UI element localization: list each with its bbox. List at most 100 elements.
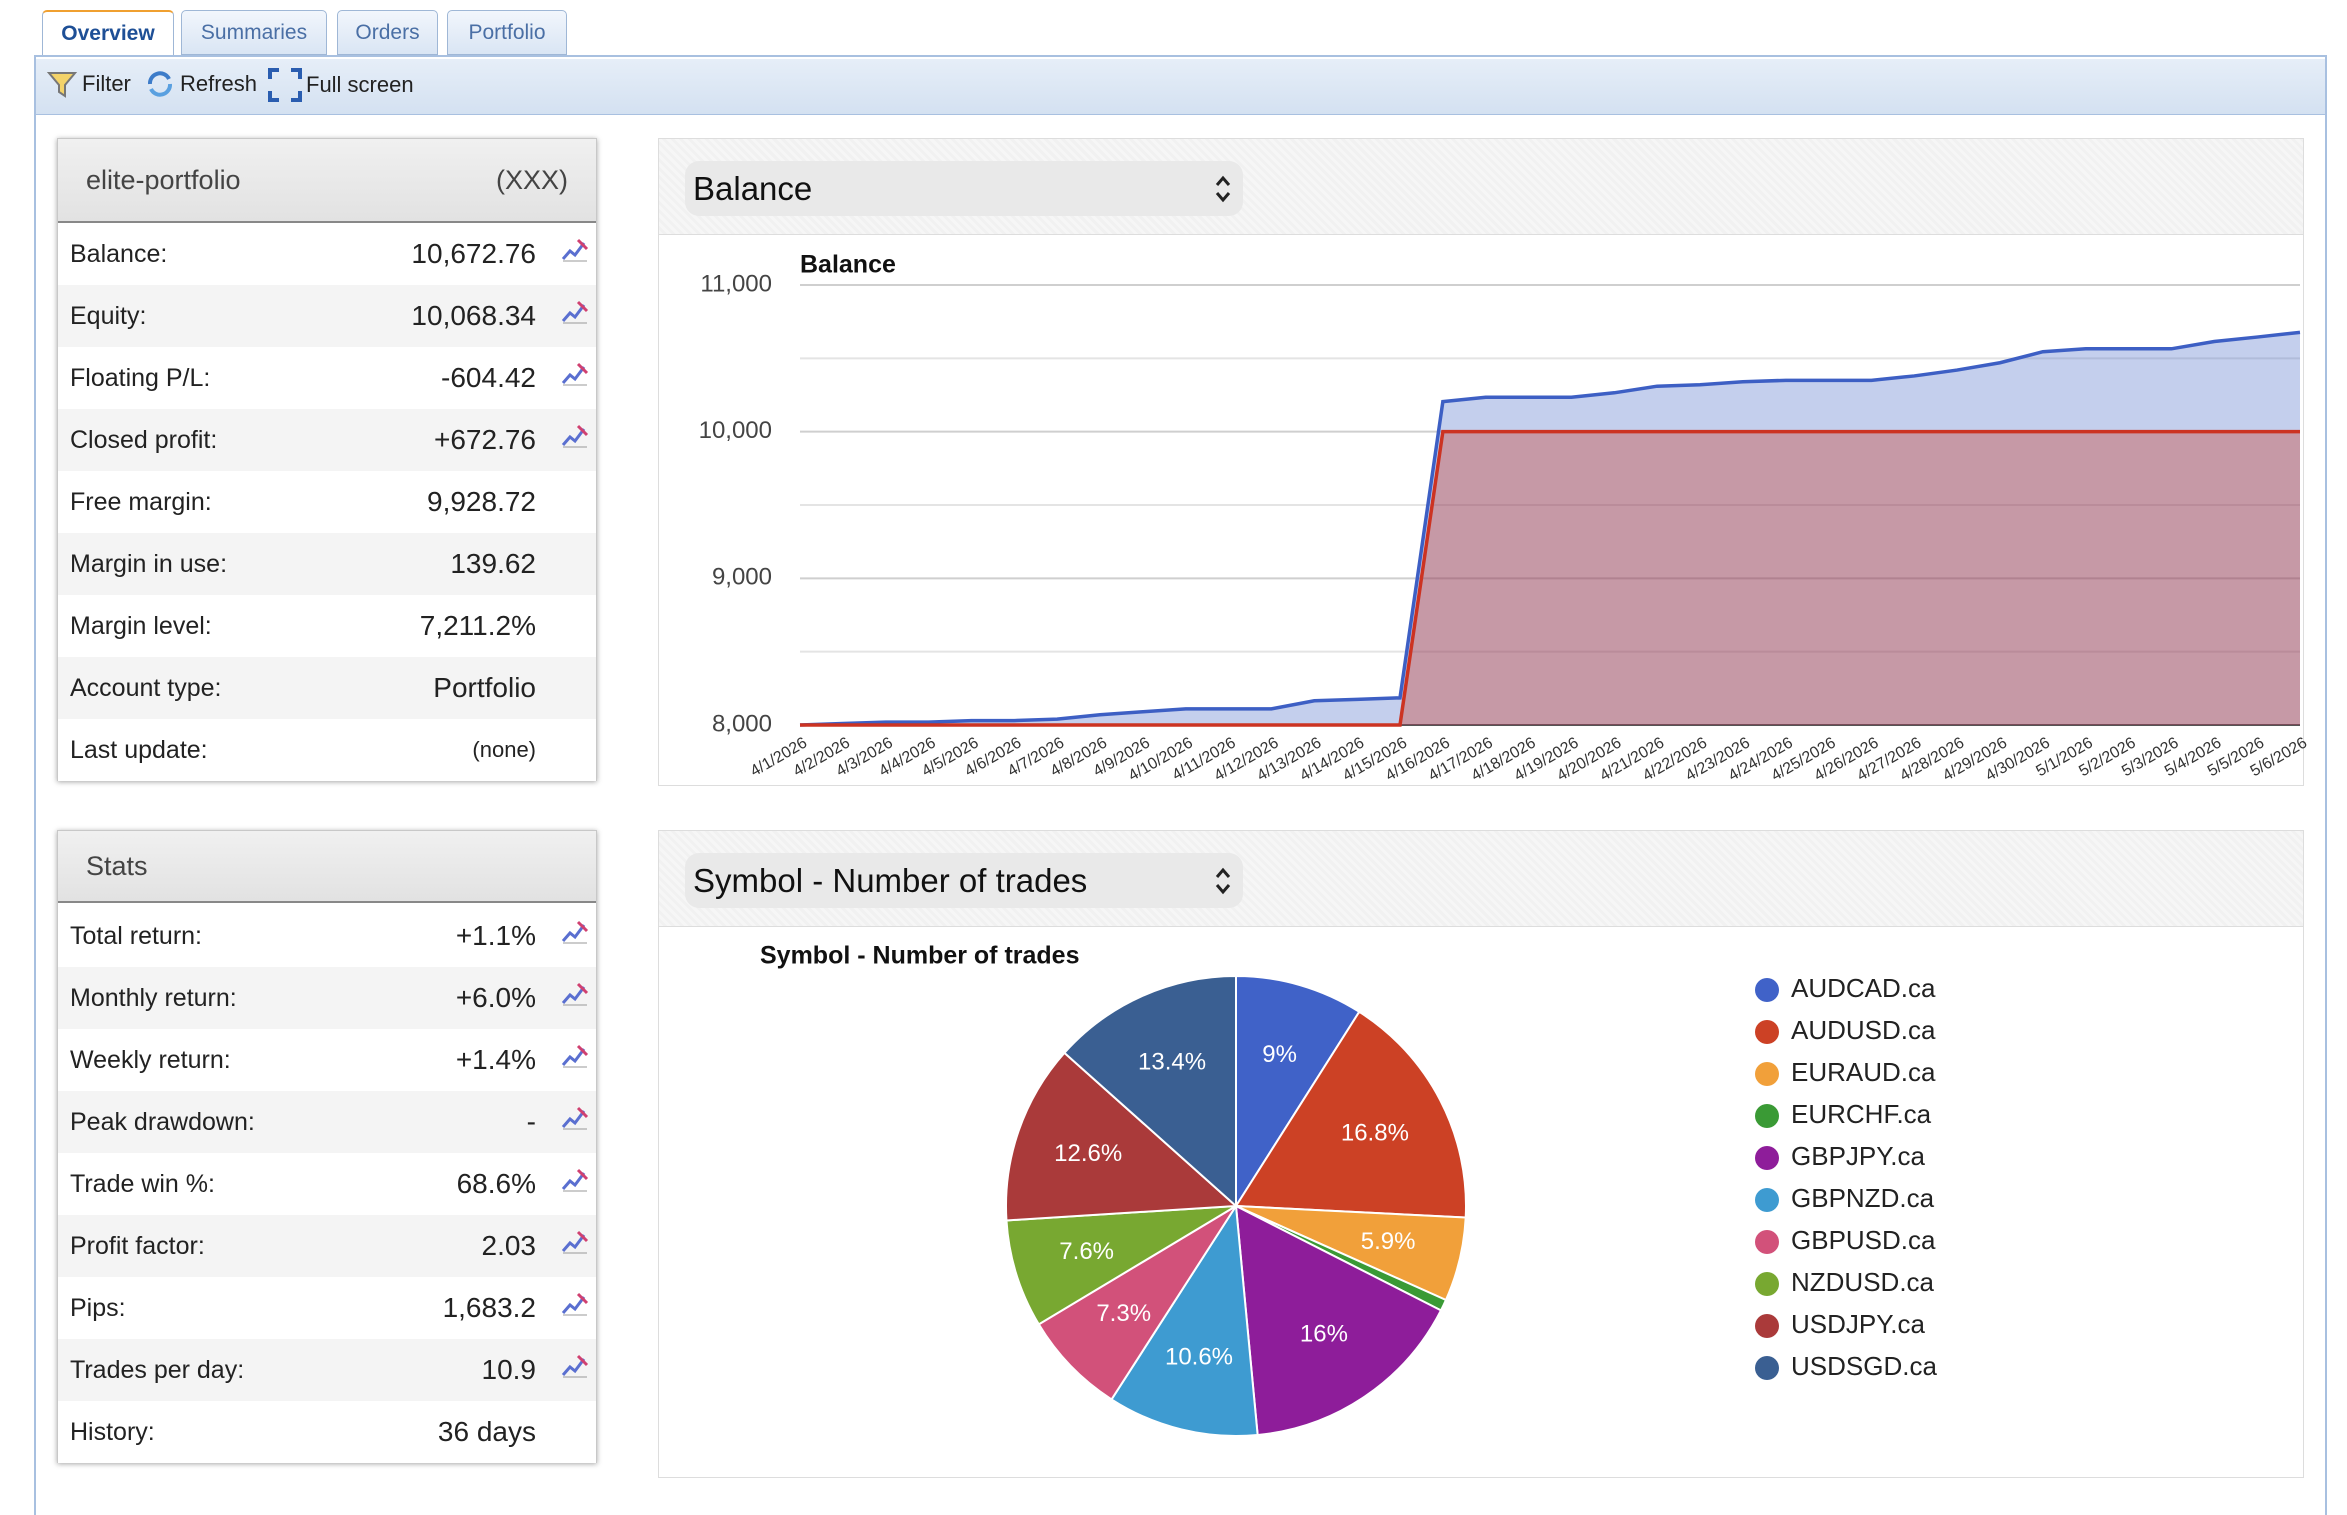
stat-row: Balance: 10,672.76: [58, 223, 596, 285]
row-value: -: [526, 1106, 536, 1137]
chart-icon[interactable]: [560, 1229, 590, 1255]
legend-swatch: [1755, 978, 1779, 1002]
row-label: Free margin:: [70, 487, 212, 516]
stat-row: Last update: (none): [58, 719, 596, 781]
series-line: [800, 429, 2300, 727]
row-value: 68.6%: [456, 1168, 536, 1199]
selector-label: Symbol - Number of trades: [693, 861, 1088, 899]
row-value: 2.03: [481, 1230, 537, 1261]
chart-icon[interactable]: [560, 981, 590, 1007]
chart-icon[interactable]: [560, 423, 590, 449]
chart-icon[interactable]: [560, 1291, 590, 1317]
account-panel: elite-portfolio (XXX) Balance: 10,672.76 Eq…: [57, 138, 597, 781]
account-header: elite-portfolio (XXX): [58, 139, 596, 223]
refresh-icon: [148, 71, 172, 97]
legend-swatch: [1755, 1356, 1779, 1380]
row-value: 1,683.2: [442, 1292, 536, 1323]
stat-row: Monthly return: +6.0%: [58, 967, 596, 1029]
legend-label: GBPUSD.ca: [1791, 1225, 1936, 1255]
account-name: elite-portfolio: [86, 164, 241, 195]
row-value: (none): [472, 737, 536, 762]
row-label: Peak drawdown:: [70, 1107, 255, 1136]
stat-row: Peak drawdown: -: [58, 1091, 596, 1153]
legend-label: NZDUSD.ca: [1791, 1267, 1935, 1297]
legend-swatch: [1755, 1272, 1779, 1296]
legend-label: GBPJPY.ca: [1791, 1141, 1925, 1171]
legend-label: EURCHF.ca: [1791, 1099, 1932, 1129]
chart-icon[interactable]: [560, 1353, 590, 1379]
row-value: 10,672.76: [411, 238, 536, 269]
filter-label: Filter: [82, 71, 131, 96]
y-tick-label: 9,000: [712, 564, 772, 591]
chart-icon[interactable]: [560, 361, 590, 387]
tab[interactable]: Orders: [337, 10, 438, 55]
stats-header: Stats: [58, 831, 596, 903]
stats-title: Stats: [86, 850, 148, 881]
row-label: Trades per day:: [70, 1355, 245, 1384]
legend-label: EURAUD.ca: [1791, 1057, 1936, 1087]
pie-slice: [1234, 1010, 1467, 1219]
row-value: +1.4%: [455, 1044, 536, 1075]
row-label: Trade win %:: [70, 1169, 215, 1198]
stat-row: Profit factor: 2.03: [58, 1215, 596, 1277]
stat-row: Trade win %: 68.6%: [58, 1153, 596, 1215]
balance-panel: Balance: [658, 138, 2304, 786]
filter-button[interactable]: Filter: [46, 68, 131, 100]
pie-slice: [1234, 1204, 1443, 1437]
selector-arrows: [1215, 175, 1231, 203]
row-label: Weekly return:: [70, 1045, 231, 1074]
y-tick-label: 10,000: [699, 417, 772, 444]
slice-label: 7.6%: [1059, 1238, 1114, 1265]
legend-swatch: [1755, 1314, 1779, 1338]
y-tick-label: 11,000: [700, 270, 772, 297]
stat-row: Closed profit: +672.76: [58, 409, 596, 471]
tab[interactable]: Summaries: [181, 10, 327, 55]
selector-arrows: [1215, 867, 1231, 895]
row-label: Total return:: [70, 921, 203, 950]
row-label: Margin level:: [70, 611, 212, 640]
chart-title: Balance: [800, 251, 896, 279]
legend-swatch: [1755, 1104, 1779, 1128]
chart-icon[interactable]: [560, 919, 590, 945]
stat-row: Trades per day: 10.9: [58, 1339, 596, 1401]
stat-row: Margin in use: 139.62: [58, 533, 596, 595]
pie-slice: [1005, 1205, 1237, 1326]
chart-icon[interactable]: [560, 1105, 590, 1131]
row-label: Last update:: [70, 735, 208, 764]
chart-icon[interactable]: [560, 1043, 590, 1069]
account-currency: (XXX): [495, 164, 568, 195]
area-fill: [800, 431, 2300, 725]
row-value: +6.0%: [455, 982, 536, 1013]
row-label: History:: [70, 1417, 155, 1446]
stat-row: Total return: +1.1%: [58, 905, 596, 967]
refresh-button[interactable]: Refresh: [144, 68, 257, 100]
fullscreen-button[interactable]: Full screen: [268, 68, 414, 102]
row-value: 10,068.34: [411, 300, 536, 331]
legend-label: GBPNZD.ca: [1791, 1183, 1935, 1213]
stat-row: History: 36 days: [58, 1401, 596, 1463]
chart-icon[interactable]: [560, 1167, 590, 1193]
row-label: Monthly return:: [70, 983, 237, 1012]
pie-slice: [1037, 1205, 1237, 1401]
stat-row: Margin level: 7,211.2%: [58, 595, 596, 657]
chart-selector[interactable]: Balance: [685, 161, 1243, 216]
stat-row: Account type: Portfolio: [58, 657, 596, 719]
tab[interactable]: Portfolio: [447, 10, 567, 55]
chart-icon[interactable]: [560, 237, 590, 263]
legend-label: USDSGD.ca: [1791, 1351, 1937, 1381]
row-value: Portfolio: [433, 672, 536, 703]
legend-swatch: [1755, 1188, 1779, 1212]
tab[interactable]: Overview: [42, 10, 174, 56]
slice-label: 16.8%: [1341, 1119, 1409, 1146]
chart-selector[interactable]: Symbol - Number of trades: [685, 853, 1243, 908]
legend-swatch: [1755, 1062, 1779, 1086]
legend-label: AUDCAD.ca: [1791, 973, 1936, 1003]
y-tick-label: 8,000: [712, 710, 772, 737]
frame: [34, 55, 2327, 1515]
chart-icon[interactable]: [560, 299, 590, 325]
selector-label: Balance: [693, 169, 813, 207]
row-value: 9,928.72: [427, 486, 536, 517]
refresh-label: Refresh: [180, 71, 258, 96]
